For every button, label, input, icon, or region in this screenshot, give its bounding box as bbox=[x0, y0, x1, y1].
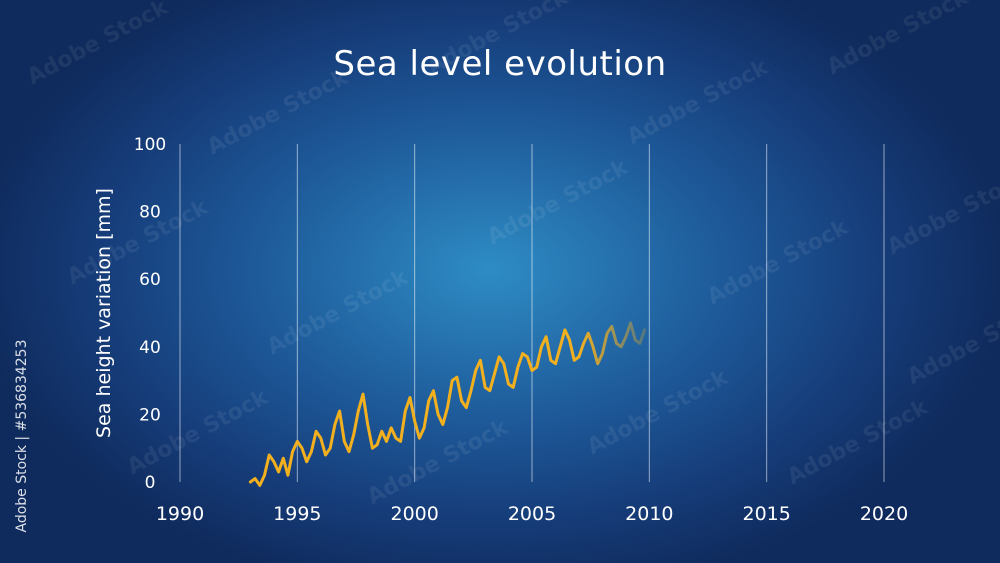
y-tick-label: 60 bbox=[139, 270, 161, 290]
x-tick-label: 2015 bbox=[742, 503, 790, 525]
x-tick-label: 2005 bbox=[508, 503, 556, 525]
chart-title: Sea level evolution bbox=[333, 44, 667, 84]
y-tick-label: 40 bbox=[139, 338, 161, 358]
x-tick-label: 1995 bbox=[273, 503, 321, 525]
series-line bbox=[248, 321, 647, 487]
x-tick-label: 1990 bbox=[156, 503, 204, 525]
x-tick-label: 2000 bbox=[390, 503, 438, 525]
y-tick-label: 0 bbox=[145, 473, 156, 493]
x-tick-label: 2020 bbox=[860, 503, 908, 525]
y-tick-label: 80 bbox=[139, 203, 161, 223]
y-tick-label: 100 bbox=[134, 135, 166, 155]
x-tick-label: 2010 bbox=[625, 503, 673, 525]
y-tick-label: 20 bbox=[139, 405, 161, 425]
